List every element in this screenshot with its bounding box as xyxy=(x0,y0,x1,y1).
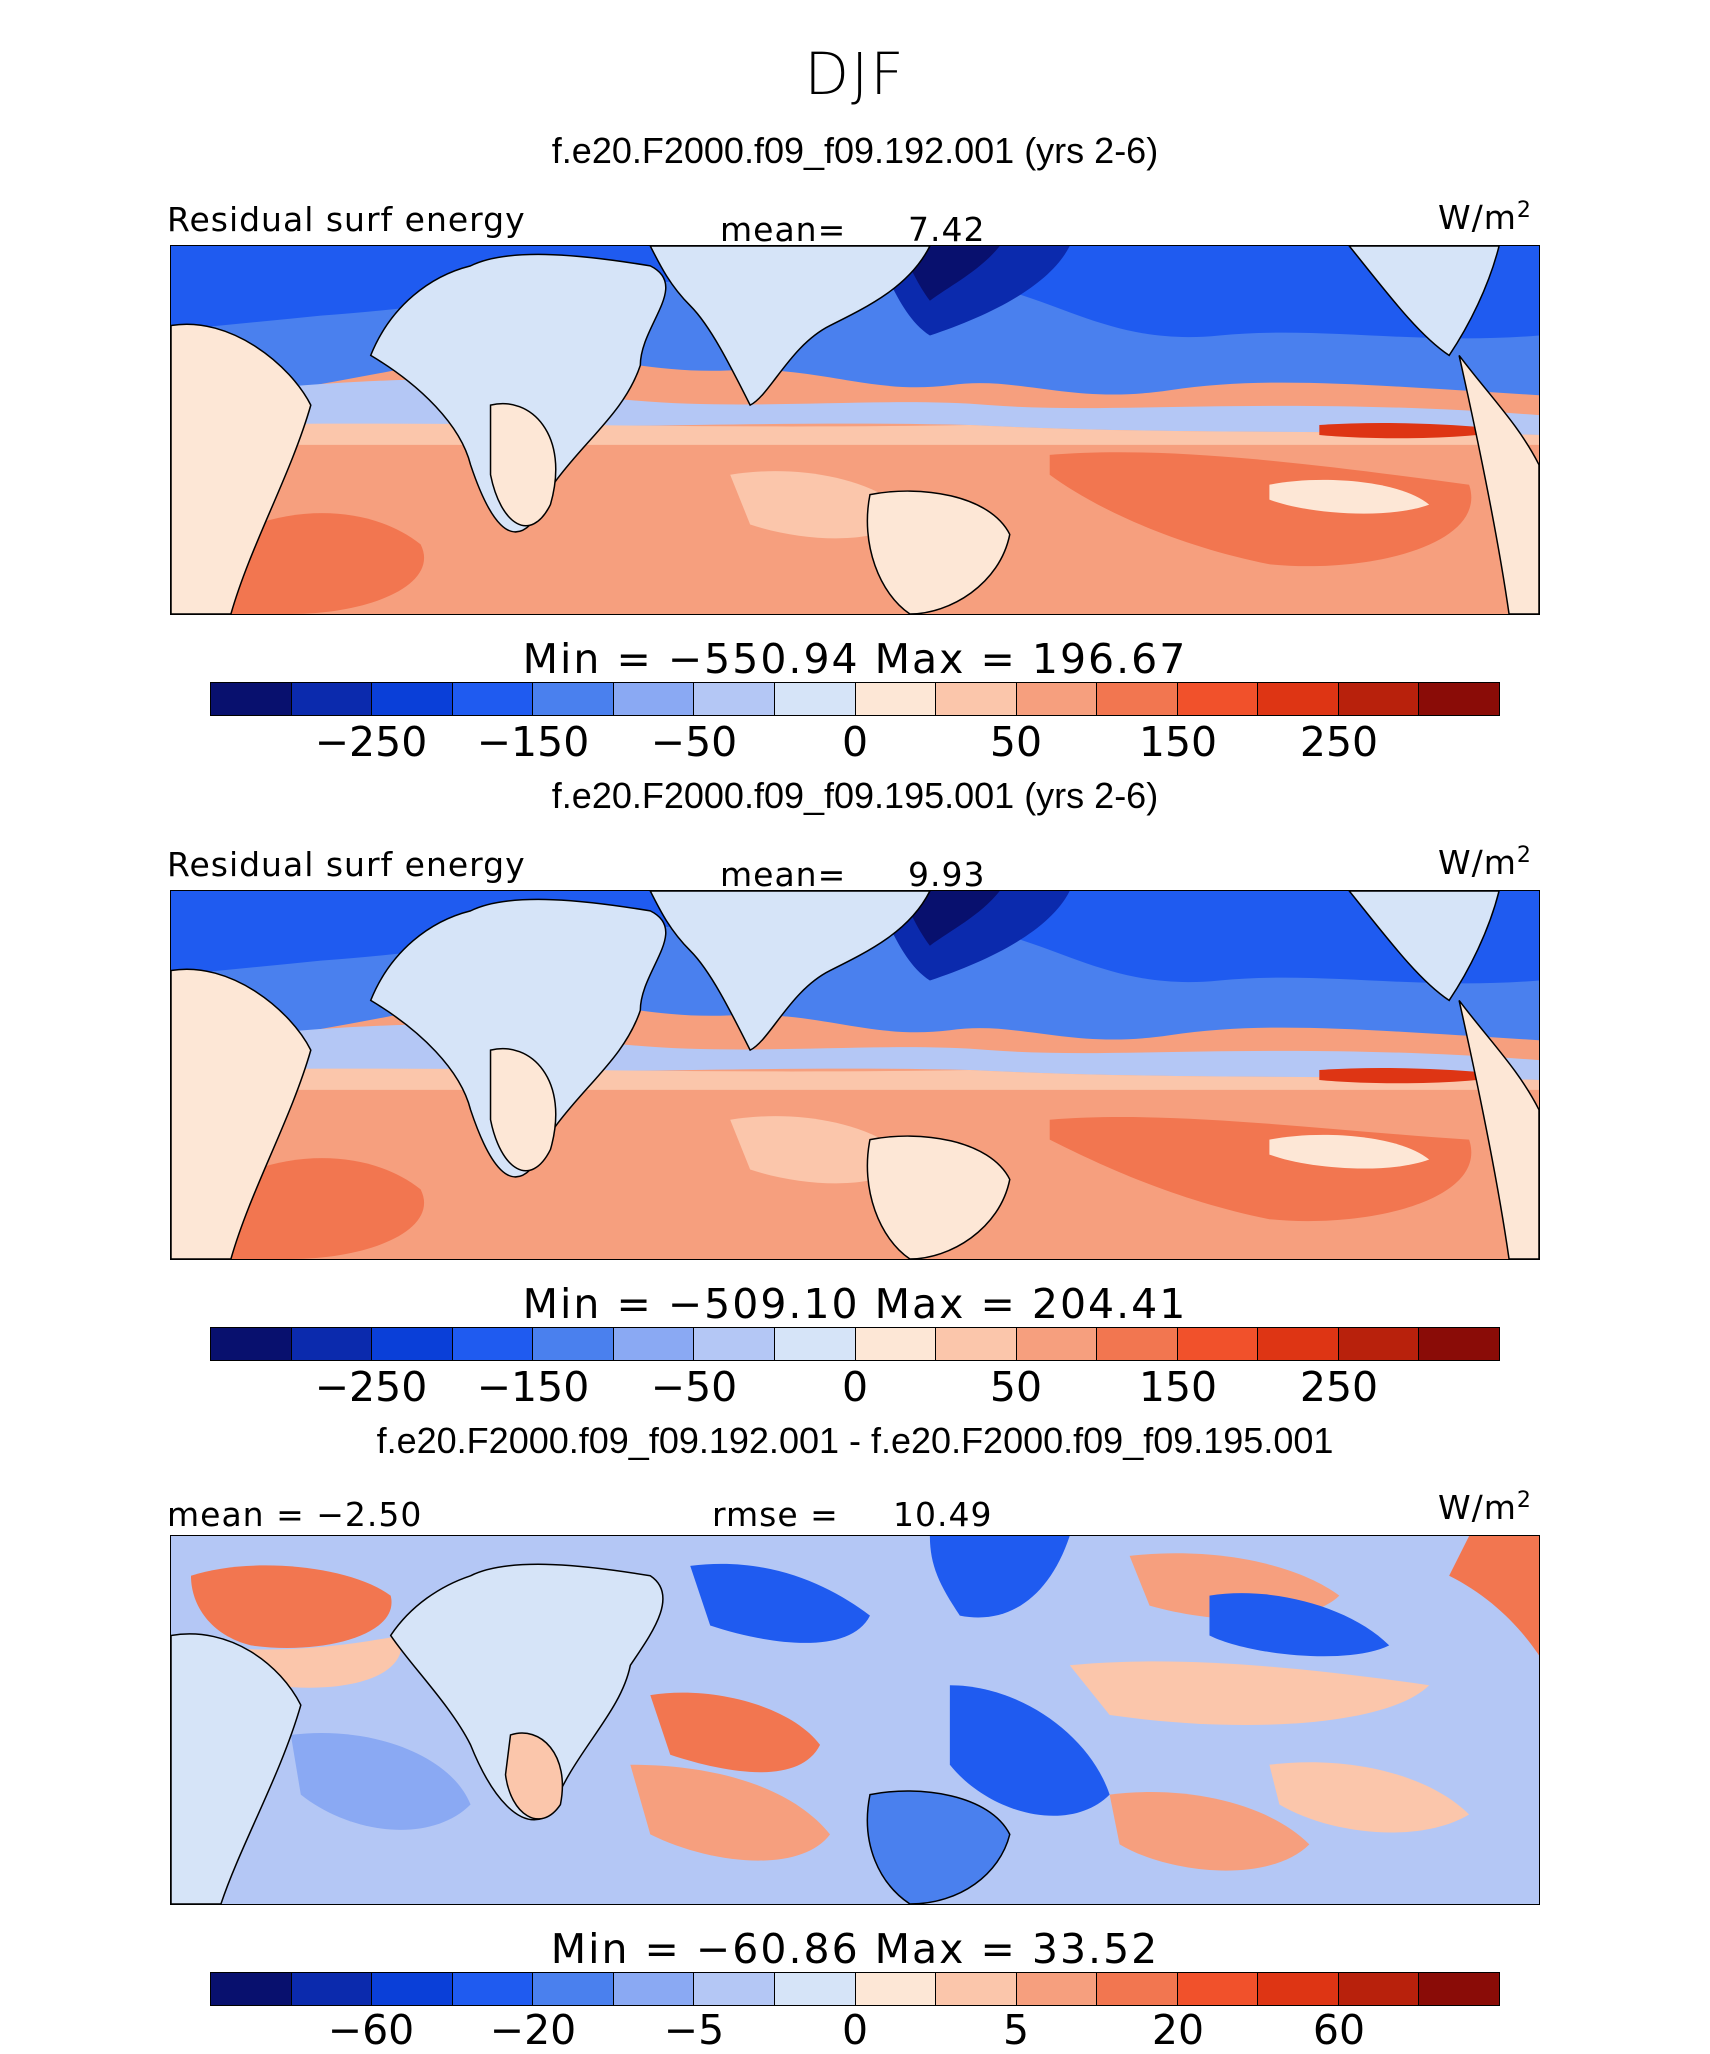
colorbar-1-segment-1 xyxy=(291,683,373,715)
panel-1-tick-4: 50 xyxy=(989,718,1043,766)
colorbar-2-segment-5 xyxy=(613,1328,695,1360)
colorbar-3-segment-9 xyxy=(936,1973,1017,2005)
colorbar-1-segment-12 xyxy=(1177,683,1259,715)
panel-2-mean-label: mean= xyxy=(720,855,847,894)
figure-title: DJF xyxy=(804,40,906,108)
colorbar-2-segment-1 xyxy=(291,1328,373,1360)
panel-2-minmax: Min = −509.10 Max = 204.41 xyxy=(522,1280,1188,1328)
panel-2-tick-6: 250 xyxy=(1299,1363,1379,1411)
colorbar-1-segment-10 xyxy=(1016,683,1098,715)
colorbar-3-segment-3 xyxy=(452,1973,534,2005)
colorbar-2-segment-2 xyxy=(372,1328,453,1360)
colorbar-1-segment-6 xyxy=(694,683,775,715)
panel-3-tick-2: −5 xyxy=(663,2006,725,2054)
colorbar-2-segment-10 xyxy=(1016,1328,1098,1360)
panel-3-tick-0: −60 xyxy=(327,2006,415,2054)
colorbar-3-segment-0 xyxy=(211,1973,292,2005)
panel-2-tick-4: 50 xyxy=(989,1363,1043,1411)
panel-1-minmax: Min = −550.94 Max = 196.67 xyxy=(522,635,1188,683)
panel-3-rmse-label: rmse = xyxy=(712,1495,839,1534)
colorbar-3-segment-2 xyxy=(372,1973,453,2005)
panel-2-mean-value: 9.93 xyxy=(908,855,986,894)
colorbar-3-segment-13 xyxy=(1258,1973,1339,2005)
panel-2-tick-1: −150 xyxy=(476,1363,590,1411)
panel-1-tick-0: −250 xyxy=(314,718,428,766)
colorbar-1-segment-2 xyxy=(372,683,453,715)
panel-2-units: W/m2 xyxy=(1438,843,1532,882)
panel-3-tick-4: 5 xyxy=(1002,2006,1030,2054)
colorbar-3-segment-5 xyxy=(613,1973,695,2005)
colorbar-3-segment-10 xyxy=(1016,1973,1098,2005)
panel-1-tick-1: −150 xyxy=(476,718,590,766)
panel-3-minmax: Min = −60.86 Max = 33.52 xyxy=(550,1925,1160,1973)
colorbar-1-segment-8 xyxy=(855,683,937,715)
panel-2-title: f.e20.F2000.f09_f09.195.001 (yrs 2-6) xyxy=(551,775,1159,816)
panel-2-map xyxy=(170,890,1540,1260)
colorbar-3-segment-11 xyxy=(1097,1973,1178,2005)
colorbar-2-segment-13 xyxy=(1258,1328,1339,1360)
colorbar-3-segment-12 xyxy=(1177,1973,1259,2005)
colorbar-2-segment-12 xyxy=(1177,1328,1259,1360)
colorbar-2-segment-8 xyxy=(855,1328,937,1360)
colorbar-2-segment-11 xyxy=(1097,1328,1178,1360)
colorbar-2-segment-3 xyxy=(452,1328,534,1360)
colorbar-3-segment-15 xyxy=(1419,1973,1499,2005)
colorbar-1-segment-3 xyxy=(452,683,534,715)
colorbar-3-segment-14 xyxy=(1338,1973,1420,2005)
panel-1-units: W/m2 xyxy=(1438,198,1532,237)
colorbar-1-segment-0 xyxy=(211,683,292,715)
colorbar-3-segment-6 xyxy=(694,1973,775,2005)
panel-3-tick-1: −20 xyxy=(489,2006,577,2054)
colorbar-1-segment-14 xyxy=(1338,683,1420,715)
panel-3-title: f.e20.F2000.f09_f09.192.001 - f.e20.F200… xyxy=(376,1420,1334,1461)
colorbar-1-segment-15 xyxy=(1419,683,1499,715)
panel-1-tick-2: −50 xyxy=(650,718,738,766)
panel-1-variable-label: Residual surf energy xyxy=(167,200,526,239)
panel-1-tick-3: 0 xyxy=(841,718,869,766)
panel-1-colorbar xyxy=(210,682,1500,716)
colorbar-3-segment-1 xyxy=(291,1973,373,2005)
colorbar-3-segment-8 xyxy=(855,1973,937,2005)
panel-1-map xyxy=(170,245,1540,615)
panel-1-mean-label: mean= xyxy=(720,210,847,249)
colorbar-1-segment-5 xyxy=(613,683,695,715)
panel-2-tick-3: 0 xyxy=(841,1363,869,1411)
colorbar-2-segment-0 xyxy=(211,1328,292,1360)
panel-2-tick-5: 150 xyxy=(1138,1363,1218,1411)
panel-2-variable-label: Residual surf energy xyxy=(167,845,526,884)
panel-1-mean-value: 7.42 xyxy=(908,210,986,249)
colorbar-2-segment-9 xyxy=(936,1328,1017,1360)
panel-3-tick-6: 60 xyxy=(1312,2006,1366,2054)
colorbar-2-segment-7 xyxy=(774,1328,856,1360)
colorbar-1-segment-4 xyxy=(533,683,614,715)
colorbar-3-segment-7 xyxy=(774,1973,856,2005)
panel-2-tick-2: −50 xyxy=(650,1363,738,1411)
panel-3-rmse-value: 10.49 xyxy=(893,1495,993,1534)
panel-1-title: f.e20.F2000.f09_f09.192.001 (yrs 2-6) xyxy=(551,130,1159,171)
panel-2-tick-0: −250 xyxy=(314,1363,428,1411)
colorbar-2-segment-4 xyxy=(533,1328,614,1360)
panel-1-tick-6: 250 xyxy=(1299,718,1379,766)
colorbar-2-segment-6 xyxy=(694,1328,775,1360)
colorbar-1-segment-9 xyxy=(936,683,1017,715)
colorbar-3-segment-4 xyxy=(533,1973,614,2005)
panel-2-colorbar xyxy=(210,1327,1500,1361)
panel-3-colorbar xyxy=(210,1972,1500,2006)
panel-3-units: W/m2 xyxy=(1438,1488,1532,1527)
panel-3-map xyxy=(170,1535,1540,1905)
colorbar-2-segment-14 xyxy=(1338,1328,1420,1360)
panel-3-tick-3: 0 xyxy=(841,2006,869,2054)
colorbar-1-segment-7 xyxy=(774,683,856,715)
panel-1-tick-5: 150 xyxy=(1138,718,1218,766)
colorbar-1-segment-13 xyxy=(1258,683,1339,715)
colorbar-2-segment-15 xyxy=(1419,1328,1499,1360)
panel-3-mean-label: mean = −2.50 xyxy=(167,1495,423,1534)
colorbar-1-segment-11 xyxy=(1097,683,1178,715)
panel-3-tick-5: 20 xyxy=(1151,2006,1205,2054)
